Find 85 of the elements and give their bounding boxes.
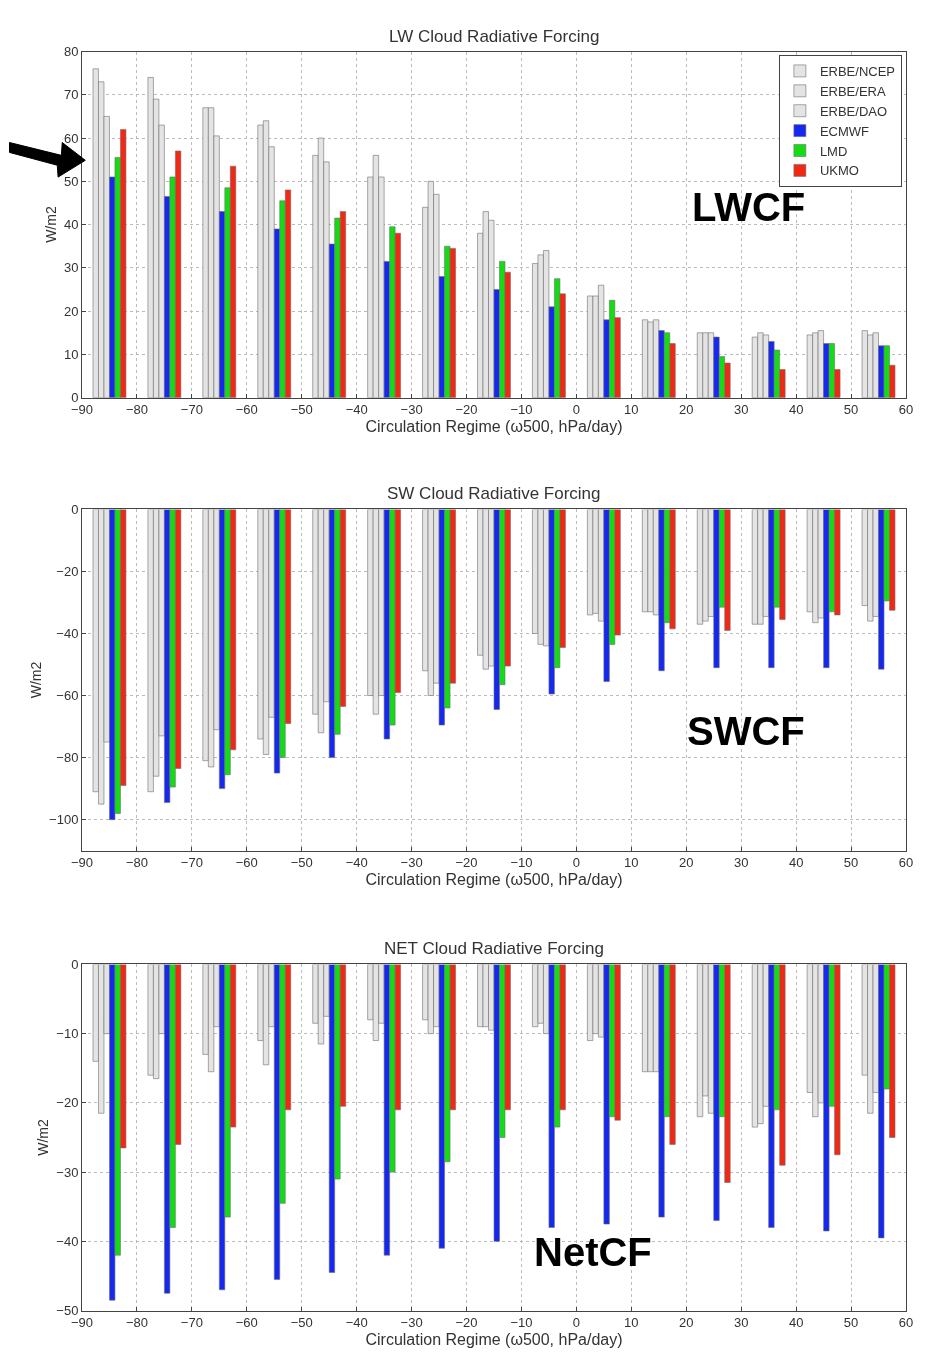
y-tick-label: 80: [63, 44, 79, 60]
y-tick-label: 30: [63, 260, 79, 276]
x-tick-label: 30: [733, 402, 749, 418]
x-tick-label: 0: [572, 402, 581, 418]
y-tick-label: 40: [63, 217, 79, 233]
x-axis-title: Circulation Regime (ω500, hPa/day): [365, 870, 623, 888]
x-tick-label: 20: [679, 855, 694, 871]
y-tick-label: −60: [56, 688, 79, 704]
x-tick-label: −40: [345, 1315, 368, 1331]
x-tick-label: −50: [290, 855, 313, 871]
x-tick-label: −40: [345, 855, 368, 871]
x-tick-label: −90: [70, 855, 94, 871]
x-tick-label: −10: [510, 1315, 533, 1331]
x-tick-label: 10: [624, 402, 639, 418]
y-tick-label: −40: [56, 626, 79, 642]
y-tick-label: 20: [63, 303, 79, 319]
x-tick-label: 40: [788, 402, 804, 418]
legend-label: ECMWF: [819, 123, 870, 139]
x-tick-label: −20: [455, 402, 478, 418]
annotation: NetCF: [534, 1230, 652, 1274]
x-tick-label: −10: [510, 402, 533, 418]
x-tick-label: 0: [572, 1315, 581, 1331]
x-tick-label: −80: [125, 402, 148, 418]
x-tick-label: 60: [898, 1315, 914, 1331]
x-tick-label: 40: [788, 855, 804, 871]
annotation: SWCF: [687, 709, 805, 753]
x-tick-label: 50: [843, 1315, 859, 1331]
x-tick-label: −20: [455, 855, 478, 871]
bar: [861, 330, 868, 398]
y-tick-label: 60: [63, 130, 79, 146]
x-tick-label: 60: [898, 855, 914, 871]
x-tick-label: −20: [455, 1315, 478, 1331]
x-tick-label: −50: [290, 402, 313, 418]
y-tick-label: 70: [63, 87, 79, 103]
x-tick-label: −50: [290, 1315, 313, 1331]
x-tick-label: −60: [235, 402, 258, 418]
x-tick-label: −60: [235, 855, 258, 871]
x-tick-label: 20: [679, 402, 694, 418]
y-tick-label: −100: [49, 812, 79, 828]
x-tick-label: −30: [400, 402, 423, 418]
y-axis-title: W/m2: [34, 1119, 51, 1156]
x-tick-label: −40: [345, 402, 368, 418]
y-tick-label: −10: [56, 1026, 79, 1042]
y-tick-label: 50: [63, 173, 79, 189]
legend-label: ERBE/NCEP: [819, 63, 896, 79]
y-tick-label: 0: [71, 501, 79, 517]
x-tick-label: −10: [510, 855, 533, 871]
y-tick-label: −40: [56, 1233, 79, 1249]
x-tick-label: 20: [679, 1315, 694, 1331]
x-tick-label: −70: [180, 402, 203, 418]
legend-label: ERBE/DAO: [819, 103, 888, 119]
legend-label: UKMO: [819, 163, 859, 179]
chart-title: SW Cloud Radiative Forcing: [387, 484, 601, 503]
x-tick-label: 40: [788, 1315, 804, 1331]
y-tick-label: −30: [56, 1164, 79, 1180]
x-tick-label: −70: [180, 855, 203, 871]
x-tick-label: −70: [180, 1315, 203, 1331]
y-tick-label: 10: [63, 346, 79, 362]
x-tick-label: 10: [624, 855, 639, 871]
y-axis-title: W/m2: [27, 661, 44, 699]
y-tick-label: −20: [56, 1095, 79, 1111]
x-tick-label: −30: [400, 855, 423, 871]
x-tick-label: 0: [572, 855, 581, 871]
x-tick-label: 50: [843, 402, 859, 418]
x-tick-label: 30: [733, 1315, 749, 1331]
x-tick-label: 10: [624, 1315, 639, 1331]
chart-title: NET Cloud Radiative Forcing: [384, 939, 604, 958]
x-tick-label: 50: [843, 855, 859, 871]
y-axis-title: W/m2: [42, 206, 59, 243]
x-tick-label: −80: [125, 1315, 148, 1331]
x-tick-label: −30: [400, 1315, 423, 1331]
x-tick-label: 60: [898, 402, 914, 418]
legend-label: LMD: [819, 143, 848, 159]
y-tick-label: −80: [56, 750, 79, 766]
x-tick-label: 30: [733, 855, 749, 871]
x-axis-title: Circulation Regime (ω500, hPa/day): [365, 1330, 623, 1348]
x-tick-label: −80: [125, 855, 148, 871]
chart-title: LW Cloud Radiative Forcing: [389, 27, 600, 46]
x-tick-label: −60: [235, 1315, 258, 1331]
annotation: LWCF: [692, 185, 806, 229]
legend-label: ERBE/ERA: [819, 83, 886, 99]
y-tick-label: 0: [71, 956, 79, 972]
x-axis-title: Circulation Regime (ω500, hPa/day): [365, 417, 623, 435]
bar: [806, 334, 813, 398]
y-tick-label: −20: [56, 564, 79, 580]
